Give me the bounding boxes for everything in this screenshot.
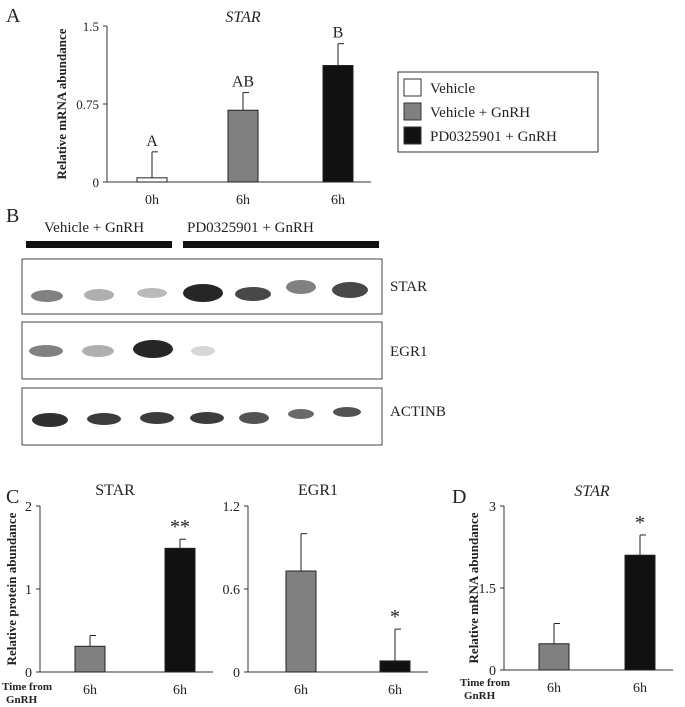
x-tick-label: 0h: [145, 193, 159, 208]
chart-title: STAR: [225, 9, 260, 26]
blot-row-label-egr1: EGR1: [390, 344, 428, 360]
legend: Vehicle Vehicle + GnRH PD0325901 + GnRH: [397, 71, 599, 153]
blot-star-bands: [31, 280, 368, 302]
blot-group-left-bar: [26, 241, 172, 248]
x-tick-label: 6h: [173, 683, 187, 698]
chart-c-egr1-protein: 0 0.6 1.2 EGR1 6h * 6h: [223, 482, 428, 698]
legend-swatch-vehicle-gnrh: [403, 102, 422, 121]
y-tick-label: 0: [489, 664, 496, 679]
legend-label-vehicle-gnrh: Vehicle + GnRH: [430, 105, 530, 121]
significance-label: **: [170, 516, 190, 538]
y-axis-label: Relative mRNA abundance: [466, 512, 481, 663]
chart-a-star-mrna: 0 0.75 1.5 STAR Relative mRNA abundance A 0h AB…: [54, 9, 371, 208]
bar: [322, 65, 354, 183]
blot-egr1-bands: [29, 340, 215, 358]
bar: [379, 660, 411, 673]
y-tick-label: 1.5: [479, 582, 497, 597]
bar: [164, 547, 196, 673]
panel-label-a: A: [6, 5, 21, 27]
significance-label: A: [146, 133, 158, 150]
y-tick-label: 0: [233, 666, 240, 681]
bar: [624, 554, 656, 671]
time-from-gnrh-d-line2: GnRH: [464, 690, 496, 702]
western-blot: Vehicle + GnRH PD0325901 + GnRH STAR EGR…: [21, 220, 446, 446]
y-tick-label: 0: [25, 666, 32, 681]
legend-swatch-pd-gnrh: [403, 126, 422, 145]
significance-label: *: [390, 606, 400, 628]
chart-title: EGR1: [298, 482, 338, 499]
time-from-gnrh-c-line1: Time from: [2, 681, 52, 693]
blot-actinb-bands: [32, 407, 361, 427]
bar: [74, 645, 106, 673]
bar: [227, 109, 259, 183]
blot-group-right-bar: [183, 241, 379, 248]
y-tick-label: 0.6: [223, 583, 241, 598]
blot-group-right-label: PD0325901 + GnRH: [187, 220, 314, 236]
y-axis-label: Relative protein abundance: [4, 512, 19, 665]
bar: [538, 643, 570, 671]
x-tick-label: 6h: [388, 683, 402, 698]
x-tick-label: 6h: [633, 681, 647, 696]
blot-egr1-frame: [21, 321, 383, 380]
panel-label-b: B: [6, 205, 19, 227]
chart-title: STAR: [574, 483, 609, 500]
legend-frame: [397, 71, 599, 153]
y-tick-label: 1.5: [83, 19, 99, 34]
x-tick-label: 6h: [83, 683, 97, 698]
x-tick-label: 6h: [294, 683, 308, 698]
significance-label: B: [333, 25, 344, 42]
chart-d-star-mrna: 0 1.5 3 STAR Relative mRNA abundance 6h * 6h: [466, 483, 673, 696]
chart-c-star-protein: 0 1 2 STAR Relative protein abundance 6h ** 6h: [4, 482, 213, 698]
blot-row-label-actinb: ACTINB: [390, 404, 446, 420]
y-tick-label: 1: [25, 583, 32, 598]
panel-label-c: C: [6, 486, 19, 508]
legend-label-vehicle: Vehicle: [430, 81, 475, 97]
y-tick-label: 0: [93, 175, 100, 190]
time-from-gnrh-d-line1: Time from: [460, 677, 510, 689]
y-tick-label: 3: [489, 500, 496, 515]
significance-label: AB: [232, 74, 254, 91]
bar: [136, 177, 168, 183]
chart-title: STAR: [95, 482, 135, 499]
legend-swatch-vehicle: [403, 78, 422, 97]
y-tick-label: 0.75: [76, 97, 99, 112]
blot-row-label-star: STAR: [390, 279, 427, 295]
y-tick-label: 2: [25, 500, 32, 515]
x-tick-label: 6h: [331, 193, 345, 208]
legend-label-pd-gnrh: PD0325901 + GnRH: [430, 129, 557, 145]
time-from-gnrh-c-line2: GnRH: [6, 694, 38, 706]
panel-label-d: D: [452, 486, 466, 508]
bar: [285, 570, 317, 673]
blot-group-left-label: Vehicle + GnRH: [44, 220, 144, 236]
significance-label: *: [635, 512, 645, 534]
x-tick-label: 6h: [547, 681, 561, 696]
x-tick-label: 6h: [236, 193, 250, 208]
y-axis-label: Relative mRNA abundance: [54, 28, 69, 179]
y-tick-label: 1.2: [223, 500, 241, 515]
